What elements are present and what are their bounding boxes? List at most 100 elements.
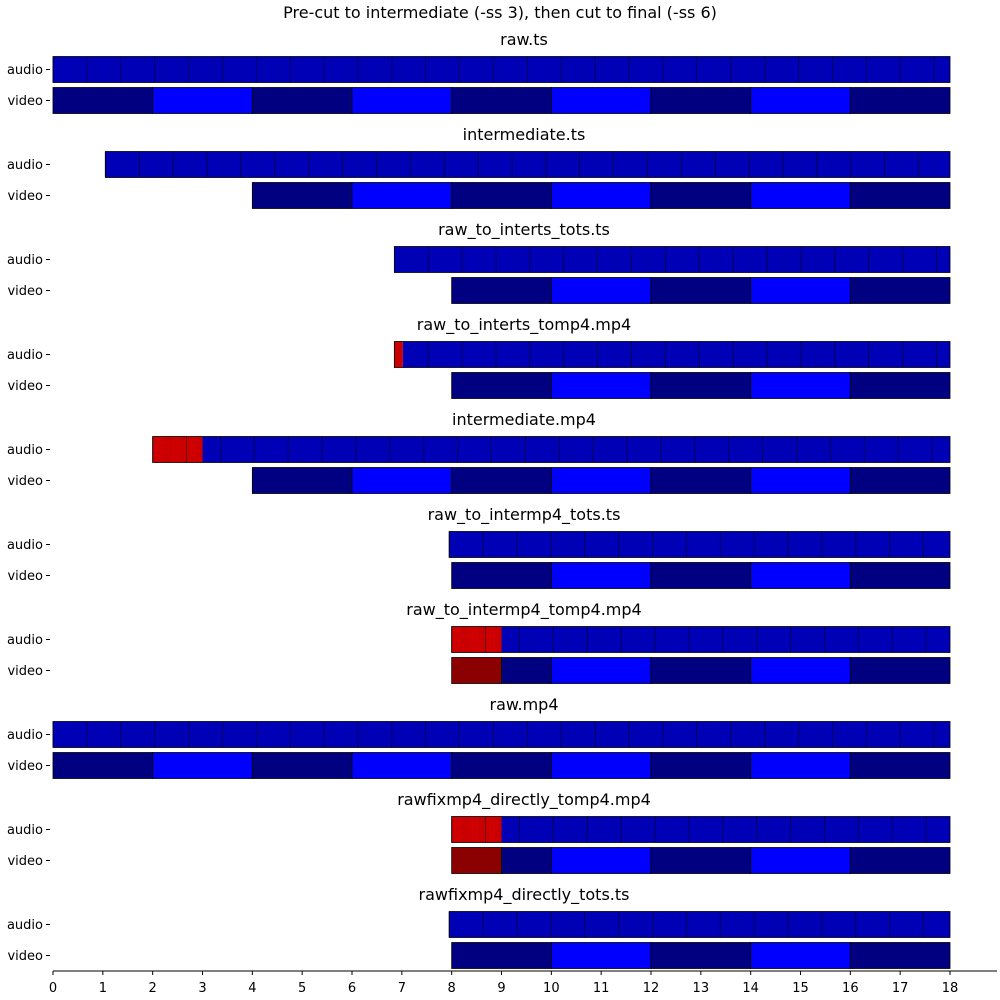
panel-raw-mp4: raw.mp4 audio video	[7, 695, 951, 779]
x-tick-label: 6	[348, 981, 356, 996]
video-gop-segment	[451, 752, 552, 779]
video-gop-segment	[750, 277, 851, 304]
video-gop-segment	[550, 372, 652, 399]
panel-title: intermediate.mp4	[452, 410, 596, 429]
audio-segment	[53, 56, 950, 83]
video-gop-segment	[750, 87, 851, 114]
audio-segment	[501, 626, 950, 653]
video-gop-segment	[550, 182, 652, 209]
video-gop-segment	[451, 87, 552, 114]
x-tick-label: 8	[448, 981, 456, 996]
x-tick-label: 15	[792, 981, 809, 996]
x-tick-label: 3	[198, 981, 206, 996]
video-gop-segment	[451, 467, 552, 494]
audio-track-outline	[52, 721, 951, 748]
audio-track-outline	[52, 56, 951, 83]
audio-track-label: audio	[7, 158, 43, 173]
x-tick-label: 18	[942, 981, 959, 996]
video-gop-segment	[251, 752, 353, 779]
audio-segment	[402, 341, 951, 368]
video-track-label: video	[7, 569, 43, 584]
video-gop-segment	[550, 847, 652, 874]
audio-track-label: audio	[7, 538, 43, 553]
video-gop-segment	[251, 182, 353, 209]
video-track-label: video	[7, 854, 43, 869]
video-track-label: video	[7, 284, 43, 299]
panel-title: rawfixmp4_directly_tots.ts	[419, 885, 630, 905]
video-gop-segment	[849, 372, 951, 399]
video-gop-segment	[52, 752, 154, 779]
audio-track-label: audio	[7, 728, 43, 743]
panel-title: raw_to_interts_tots.ts	[438, 220, 610, 240]
video-gop-segment	[650, 562, 752, 589]
video-gop-segment	[550, 657, 652, 684]
audio-track-outline	[152, 436, 951, 463]
video-gop-segment	[251, 467, 353, 494]
x-tick-label: 9	[497, 981, 505, 996]
panel-intermediate-mp4: intermediate.mp4 audio video	[7, 410, 951, 494]
video-gop-segment	[351, 467, 453, 494]
video-gop-segment	[650, 657, 752, 684]
audio-segment	[449, 911, 950, 938]
audio-track-outline	[451, 816, 951, 843]
video-gop-segment	[451, 942, 552, 969]
video-gop-segment	[849, 657, 951, 684]
audio-segment	[501, 816, 950, 843]
panel-title: intermediate.ts	[463, 125, 586, 144]
x-tick-label: 4	[248, 981, 256, 996]
panel-title: raw.ts	[500, 30, 548, 49]
audio-track-label: audio	[7, 823, 43, 838]
panels-layer: raw.ts audio video intermediate.ts audio vide…	[7, 30, 951, 969]
audio-track-label: audio	[7, 63, 43, 78]
video-track-label: video	[7, 94, 43, 109]
video-gop-segment	[750, 182, 851, 209]
x-tick-label: 0	[49, 981, 57, 996]
video-gop-segment	[849, 847, 951, 874]
audio-discarded-segment	[451, 626, 502, 653]
chart-title: Pre-cut to intermediate (-ss 3), then cu…	[283, 3, 717, 22]
audio-track-label: audio	[7, 253, 43, 268]
audio-segment	[202, 436, 950, 463]
video-track-label: video	[7, 189, 43, 204]
panel-title: raw_to_interts_tomp4.mp4	[417, 315, 631, 335]
video-gop-segment	[451, 372, 552, 399]
video-gop-segment	[550, 277, 652, 304]
video-track-label: video	[7, 759, 43, 774]
video-gop-segment	[750, 942, 851, 969]
video-gop-segment	[750, 372, 851, 399]
video-gop-segment	[550, 87, 652, 114]
x-tick-label: 10	[543, 981, 560, 996]
audio-track-outline	[448, 531, 951, 558]
x-tick-label: 2	[149, 981, 157, 996]
video-gop-segment	[849, 182, 951, 209]
video-gop-segment	[451, 182, 552, 209]
audio-discarded-segment	[451, 816, 502, 843]
video-gop-segment	[650, 182, 752, 209]
x-tick-label: 16	[842, 981, 859, 996]
video-track-label: video	[7, 474, 43, 489]
panel-title: raw_to_intermp4_tomp4.mp4	[406, 600, 641, 620]
video-gop-segment	[650, 277, 752, 304]
video-gop-segment	[152, 752, 253, 779]
audio-track-outline	[393, 246, 951, 273]
x-tick-label: 14	[742, 981, 759, 996]
audio-segment	[53, 721, 950, 748]
video-gop-segment	[849, 467, 951, 494]
video-gop-segment	[351, 87, 453, 114]
panel-title: rawfixmp4_directly_tomp4.mp4	[397, 790, 651, 810]
video-gop-segment	[849, 562, 951, 589]
panel-title: raw.mp4	[489, 695, 558, 714]
audio-segment	[105, 151, 950, 178]
panel-intermediate-ts: intermediate.ts audio video	[7, 125, 951, 209]
video-track-label: video	[7, 949, 43, 964]
video-gop-segment	[650, 752, 752, 779]
video-gop-segment	[550, 467, 652, 494]
audio-track-label: audio	[7, 348, 43, 363]
